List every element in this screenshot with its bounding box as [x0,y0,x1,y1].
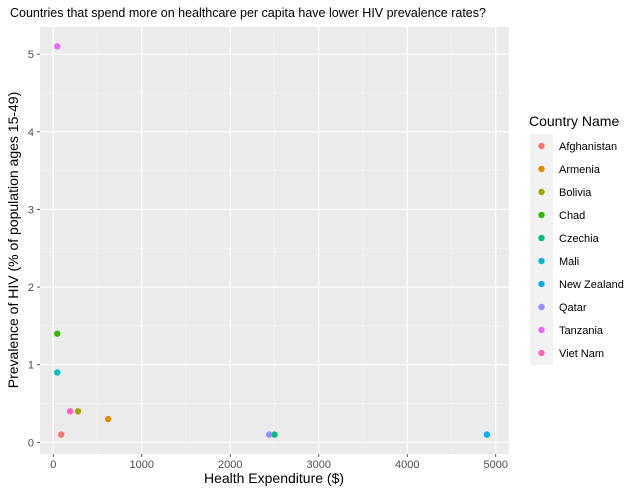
y-tick-label: 0 [28,437,34,449]
legend-key-qatar [538,303,545,311]
y-tick-label: 5 [28,49,34,61]
y-tick-label: 2 [28,282,34,294]
legend-key-chad [538,211,545,219]
legend-label: Czechia [559,233,600,245]
data-point-afghanistan [58,431,65,438]
legend-label: Chad [559,210,585,222]
data-point-czechia [271,431,278,438]
legend-label: Tanzania [559,325,604,337]
x-tick-label: 0 [50,459,56,471]
legend-key-bolivia [538,188,545,196]
data-point-chad [54,330,61,337]
data-point-bolivia [74,408,82,415]
legend-label: Bolivia [559,187,592,199]
x-tick-label: 3000 [307,459,331,471]
x-axis-title: Health Expenditure ($) [204,470,344,486]
x-tick-label: 5000 [483,459,507,471]
legend-label: Qatar [559,302,587,314]
legend-label: Viet Nam [559,348,604,360]
legend-key-tanzania [538,326,545,334]
legend-key-background [530,134,553,365]
major-gridlines [40,27,509,454]
legend-key-czechia [538,234,545,242]
legend-label: Mali [559,256,579,268]
y-tick-label: 1 [28,360,34,372]
y-tick-label: 3 [28,204,34,216]
minor-gridlines [40,27,509,454]
chart-title: Countries that spend more on healthcare … [10,6,486,20]
data-point-tanzania [54,43,61,50]
legend-key-mali [538,257,545,265]
y-axis: 0 1 2 3 4 5 [28,49,40,449]
data-point-new-zealand [483,431,491,438]
legend: Country Name Afghanistan Armenia Bolivia Ch… [529,113,624,365]
legend-title: Country Name [529,113,619,129]
y-axis-title: Prevalence of HIV (% of population ages … [5,92,21,389]
legend-key-armenia [538,165,545,173]
data-point-qatar [265,431,273,438]
legend-key-viet-nam [538,349,545,357]
y-tick-label: 4 [28,127,34,139]
x-tick-label: 1000 [130,459,154,471]
data-point-viet-nam [66,408,74,415]
legend-key-new-zealand [538,280,545,288]
legend-key-afghanistan [538,142,545,150]
legend-label: New Zealand [559,279,624,291]
x-tick-label: 2000 [218,459,242,471]
legend-label: Armenia [559,164,601,176]
x-tick-label: 4000 [395,459,419,471]
data-point-armenia [104,415,112,423]
x-axis: 0 1000 2000 3000 4000 5000 [50,454,508,471]
data-point-mali [54,369,61,376]
data-points [54,43,491,438]
legend-label: Afghanistan [559,141,617,153]
